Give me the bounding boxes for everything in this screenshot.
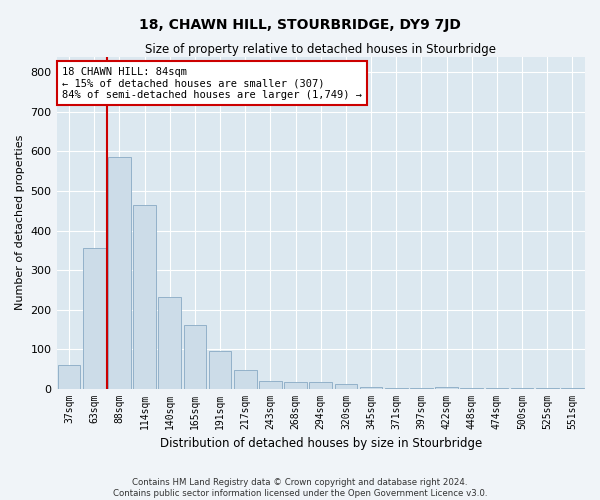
Bar [108, 158, 131, 388]
Text: 18, CHAWN HILL, STOURBRIDGE, DY9 7JD: 18, CHAWN HILL, STOURBRIDGE, DY9 7JD [139, 18, 461, 32]
Bar [259, 380, 282, 388]
Bar [209, 351, 232, 389]
Text: 18 CHAWN HILL: 84sqm
← 15% of detached houses are smaller (307)
84% of semi-deta: 18 CHAWN HILL: 84sqm ← 15% of detached h… [62, 66, 362, 100]
Y-axis label: Number of detached properties: Number of detached properties [15, 135, 25, 310]
Bar [284, 382, 307, 388]
Bar [310, 382, 332, 388]
Title: Size of property relative to detached houses in Stourbridge: Size of property relative to detached ho… [145, 42, 496, 56]
Text: Contains HM Land Registry data © Crown copyright and database right 2024.
Contai: Contains HM Land Registry data © Crown c… [113, 478, 487, 498]
Bar [58, 365, 80, 388]
X-axis label: Distribution of detached houses by size in Stourbridge: Distribution of detached houses by size … [160, 437, 482, 450]
Bar [360, 386, 382, 388]
Bar [435, 386, 458, 388]
Bar [184, 326, 206, 388]
Bar [234, 370, 257, 388]
Bar [158, 297, 181, 388]
Bar [335, 384, 357, 388]
Bar [83, 248, 106, 388]
Bar [133, 205, 156, 388]
